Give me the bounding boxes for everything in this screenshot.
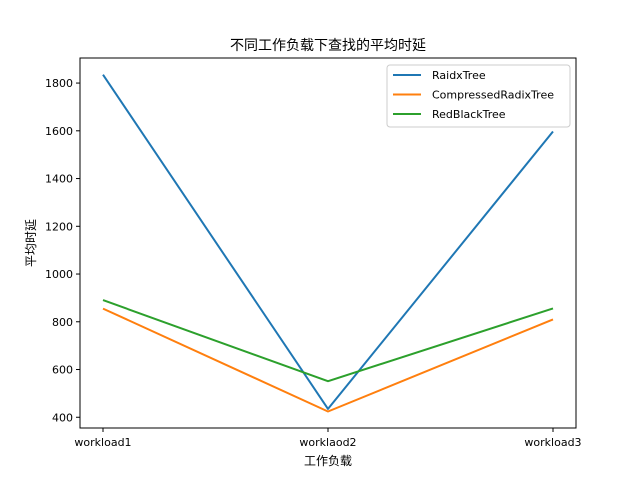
legend-label: CompressedRadixTree: [432, 89, 554, 102]
y-tick-label: 1200: [45, 220, 73, 233]
chart-title: 不同工作负载下查找的平均时延: [230, 38, 426, 54]
x-axis: workload1 worklaod2 workload3: [74, 428, 582, 449]
legend: RaidxTree CompressedRadixTree RedBlackTree: [386, 64, 571, 128]
y-axis-label: 平均时延: [24, 219, 38, 267]
series-line: [102, 307, 554, 413]
y-tick-label: 1400: [45, 173, 73, 186]
x-tick-label: workload3: [524, 436, 581, 449]
legend-box: [386, 64, 571, 128]
y-tick-label: 600: [52, 364, 73, 377]
legend-label: RedBlackTree: [432, 108, 506, 121]
legend-label: RaidxTree: [432, 69, 486, 82]
plot-area: [102, 74, 554, 413]
x-axis-label: 工作负载: [304, 454, 352, 468]
y-axis: 400 600 800 1000 1200 1400 1600 1800: [45, 77, 80, 424]
series-line: [102, 74, 554, 410]
y-tick-label: 1000: [45, 268, 73, 281]
y-tick-label: 400: [52, 411, 73, 424]
x-tick-label: workload1: [74, 436, 131, 449]
y-tick-label: 800: [52, 316, 73, 329]
y-tick-label: 1800: [45, 77, 73, 90]
series-line: [102, 299, 554, 383]
y-tick-label: 1600: [45, 125, 73, 138]
x-tick-label: worklaod2: [299, 436, 356, 449]
